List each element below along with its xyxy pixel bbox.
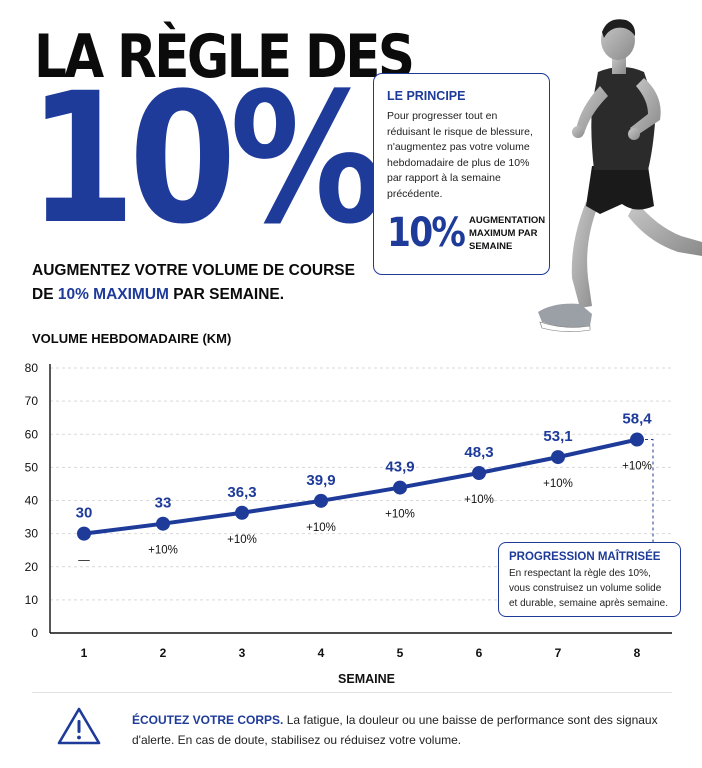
data-value-label: 36,3 xyxy=(227,484,256,501)
callout-text: En respectant la règle des 10%, vous con… xyxy=(509,568,668,609)
footer-warning: ÉCOUTEZ VOTRE CORPS. La fatigue, la doul… xyxy=(132,710,672,750)
increase-label: +10% xyxy=(385,509,415,521)
footer-text: La fatigue, la douleur ou une baisse de … xyxy=(132,713,658,747)
y-tick-label: 60 xyxy=(25,427,39,441)
warning-icon xyxy=(57,707,101,745)
x-tick-label: 6 xyxy=(476,646,483,660)
data-value-label: 43,9 xyxy=(385,459,414,476)
y-tick-label: 20 xyxy=(25,560,39,574)
x-tick-label: 4 xyxy=(318,646,325,660)
subtitle-part1: AUGMENTEZ VOTRE VOLUME DE COURSE DE xyxy=(32,262,355,303)
chart-title: VOLUME HEBDOMADAIRE (KM) xyxy=(32,331,232,346)
runner-illustration xyxy=(538,19,702,332)
weekly-volume-chart: 0 10 20 30 40 50 60 70 80 1 2 3 4 5 6 7 8 SEMAINE 30 — 33 +1… xyxy=(25,361,672,686)
series-line xyxy=(82,437,639,536)
data-value-label: 33 xyxy=(155,495,172,512)
callout-connector xyxy=(645,439,654,545)
data-point xyxy=(156,516,170,531)
progression-callout: PROGRESSION MAÎTRISÉE En respectant la r… xyxy=(498,542,681,617)
increase-label: +10% xyxy=(622,461,652,473)
principle-text: Pour progresser tout en réduisant le ris… xyxy=(387,110,533,200)
data-point xyxy=(551,450,565,465)
increase-label: +10% xyxy=(464,494,494,506)
data-value-label: 48,3 xyxy=(464,444,493,461)
y-tick-label: 80 xyxy=(25,361,39,375)
page-subtitle: AUGMENTEZ VOTRE VOLUME DE COURSE DE 10% … xyxy=(32,259,362,307)
data-point xyxy=(393,480,407,495)
data-value-label: 53,1 xyxy=(543,428,572,445)
subtitle-part2: PAR SEMAINE. xyxy=(168,286,285,303)
increase-label: +10% xyxy=(227,534,257,546)
data-value-label: 39,9 xyxy=(306,472,335,489)
x-tick-label: 1 xyxy=(81,646,88,660)
principle-title: LE PRINCIPE xyxy=(387,89,466,103)
data-point xyxy=(472,466,486,481)
increase-label: +10% xyxy=(148,545,178,557)
y-tick-label: 10 xyxy=(25,593,39,607)
x-tick-label: 2 xyxy=(160,646,167,660)
x-tick-label: 8 xyxy=(634,646,641,660)
subtitle-highlight: 10% MAXIMUM xyxy=(57,286,169,303)
footer-divider xyxy=(32,692,672,693)
y-tick-label: 0 xyxy=(31,626,38,640)
data-point xyxy=(235,505,249,520)
increase-label: +10% xyxy=(306,522,336,534)
y-tick-label: 70 xyxy=(25,394,39,408)
y-tick-label: 40 xyxy=(25,494,39,508)
data-point xyxy=(314,493,328,508)
increase-label: +10% xyxy=(543,478,573,490)
x-tick-label: 7 xyxy=(555,646,562,660)
data-value-label: 58,4 xyxy=(622,411,652,428)
principle-stat: 10% AUGMENTATION MAXIMUM PAR SEMAINE xyxy=(387,210,545,256)
y-tick-label: 30 xyxy=(25,527,39,541)
y-tick-label: 50 xyxy=(25,460,39,474)
principle-stat-label: AUGMENTATION MAXIMUM PAR SEMAINE xyxy=(469,214,546,252)
footer-highlight: ÉCOUTEZ VOTRE CORPS. xyxy=(132,713,284,727)
principle-card: LE PRINCIPE Pour progresser tout en rédu… xyxy=(373,73,550,275)
data-point xyxy=(77,526,91,541)
page-title-percentage: 10% xyxy=(28,55,385,264)
data-value-label: 30 xyxy=(76,505,93,522)
principle-stat-value: 10% xyxy=(387,210,466,256)
x-tick-label: 5 xyxy=(397,646,404,660)
data-point xyxy=(630,432,644,447)
page-title-line1: LA RÈGLE DES xyxy=(34,22,415,92)
x-axis-title: SEMAINE xyxy=(338,672,395,686)
callout-title: PROGRESSION MAÎTRISÉE xyxy=(509,551,661,563)
x-tick-label: 3 xyxy=(239,646,246,660)
increase-label: — xyxy=(78,555,90,567)
